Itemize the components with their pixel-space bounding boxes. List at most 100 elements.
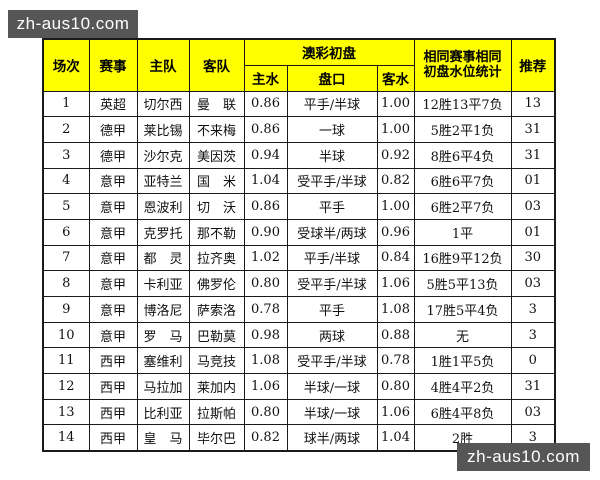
cell-handicap: 受平手/半球 (286, 270, 378, 297)
table-row: 14 西甲皇 马毕尔巴 0.82 球半/两球 1.04 2胜 3 (42, 424, 556, 452)
cell-recommendation: 3 (510, 296, 556, 323)
cell-home-water: 0.82 (243, 424, 288, 452)
header-home-water: 主水 (243, 64, 288, 92)
table-row: 7 意甲都 灵拉齐奥 1.02 平手/半球 0.84 16胜9平12负 30 (42, 244, 556, 272)
cell-match-no: 7 (42, 244, 90, 272)
cell-stats: 1胜1平5负 (413, 347, 512, 375)
cell-away-water: 0.88 (376, 321, 415, 349)
cell-recommendation: 13 (510, 90, 556, 118)
cell-league: 西甲 (88, 347, 138, 375)
cell-league: 英超 (88, 90, 138, 118)
cell-home-team: 皇 马 (136, 424, 190, 452)
table-row: 1 英超 切尔西曼 联 0.86 平手/半球 1.00 12胜13平7负 13 (42, 90, 556, 118)
cell-handicap: 两球 (286, 321, 378, 349)
cell-match-no: 14 (42, 424, 90, 452)
cell-stats: 8胜6平4负 (413, 141, 512, 169)
cell-away-water: 0.82 (376, 167, 415, 195)
cell-stats: 5胜2平1负 (413, 116, 512, 143)
cell-home-water: 1.02 (243, 244, 288, 272)
cell-league: 西甲 (88, 373, 138, 400)
cell-handicap: 平手 (286, 193, 378, 220)
table-row: 10 意甲罗 马巴勒莫 0.98 两球 0.88 无 3 (42, 321, 556, 349)
cell-handicap: 受球半/两球 (286, 218, 378, 246)
cell-recommendation: 03 (510, 398, 556, 426)
cell-away-water: 1.08 (376, 296, 415, 323)
cell-away-water: 1.06 (376, 398, 415, 426)
cell-league: 德甲 (88, 141, 138, 169)
cell-handicap: 平手 (286, 296, 378, 323)
cell-recommendation: 31 (510, 141, 556, 169)
cell-recommendation: 31 (510, 116, 556, 143)
cell-match-no: 12 (42, 373, 90, 400)
cell-away-team: 美因茨 (188, 141, 245, 169)
cell-league: 德甲 (88, 116, 138, 143)
header-recommendation: 推荐 (510, 38, 556, 92)
cell-home-water: 0.98 (243, 321, 288, 349)
cell-league: 西甲 (88, 424, 138, 452)
cell-away-water: 1.06 (376, 270, 415, 297)
cell-handicap: 半球/一球 (286, 398, 378, 426)
table-row: 4 意甲 亚特兰国 米 1.04 受平手/半球 0.82 6胜6平7负 01 (42, 167, 556, 195)
cell-home-water: 0.86 (243, 193, 288, 220)
cell-away-team: 曼 联 (188, 90, 245, 118)
header-away-water: 客水 (376, 64, 415, 92)
cell-away-team: 国 米 (188, 167, 245, 195)
cell-away-team: 毕尔巴 (188, 424, 245, 452)
cell-stats: 6胜2平7负 (413, 193, 512, 220)
cell-recommendation: 0 (510, 347, 556, 375)
cell-home-team: 沙尔克 (136, 141, 190, 169)
cell-handicap: 受平手/半球 (286, 167, 378, 195)
cell-league: 意甲 (88, 296, 138, 323)
cell-away-water: 0.78 (376, 347, 415, 375)
cell-home-team: 恩波利 (136, 193, 190, 220)
cell-league: 意甲 (88, 193, 138, 220)
cell-home-team: 切尔西 (136, 90, 190, 118)
cell-home-team: 塞维利 (136, 347, 190, 375)
cell-recommendation: 30 (510, 244, 556, 272)
table-row: 13 西甲 比利亚 拉斯帕 0.80 半球/一球 1.06 6胜4平8负 03 (42, 398, 556, 426)
header-stats-line2: 初盘水位统计 (423, 65, 502, 81)
cell-away-team: 拉齐奥 (188, 244, 245, 272)
odds-table: 场次 赛事 主队 客队 澳彩初盘 相同赛事相同 初盘水位统计 推荐 主水 盘口 … (42, 38, 556, 452)
cell-recommendation: 03 (510, 270, 556, 297)
cell-match-no: 10 (42, 321, 90, 349)
cell-away-water: 1.00 (376, 193, 415, 220)
cell-away-water: 0.92 (376, 141, 415, 169)
table-row: 12 西甲 马拉加 莱加内 1.06 半球/一球 0.80 4胜4平2负 31 (42, 373, 556, 400)
cell-away-team: 那不勒 (188, 218, 245, 246)
cell-recommendation: 31 (510, 373, 556, 400)
cell-league: 意甲 (88, 270, 138, 297)
odds-table-header: 场次 赛事 主队 客队 澳彩初盘 相同赛事相同 初盘水位统计 推荐 主水 盘口 … (42, 38, 556, 92)
cell-recommendation: 01 (510, 218, 556, 246)
cell-home-water: 1.06 (243, 373, 288, 400)
watermark-bottom: zh-aus10.com (457, 443, 590, 471)
cell-stats: 16胜9平12负 (413, 244, 512, 272)
header-league: 赛事 (88, 38, 138, 92)
cell-home-team: 克罗托 (136, 218, 190, 246)
cell-league: 意甲 (88, 244, 138, 272)
cell-away-team: 切 沃 (188, 193, 245, 220)
cell-home-team: 博洛尼 (136, 296, 190, 323)
cell-stats: 5胜5平13负 (413, 270, 512, 297)
cell-home-water: 0.80 (243, 398, 288, 426)
cell-home-team: 比利亚 (136, 398, 190, 426)
cell-home-water: 1.08 (243, 347, 288, 375)
header-handicap: 盘口 (286, 64, 378, 92)
table-row: 8 意甲 卡利亚 佛罗伦 0.80 受平手/半球 1.06 5胜5平13负 03 (42, 270, 556, 297)
cell-handicap: 半球/一球 (286, 373, 378, 400)
header-stats: 相同赛事相同 初盘水位统计 (413, 38, 512, 92)
header-away-team: 客队 (188, 38, 245, 92)
cell-match-no: 3 (42, 141, 90, 169)
cell-away-team: 拉斯帕 (188, 398, 245, 426)
cell-league: 意甲 (88, 167, 138, 195)
cell-stats: 6胜4平8负 (413, 398, 512, 426)
header-odds-group: 澳彩初盘 (243, 38, 415, 66)
watermark-top: zh-aus10.com (8, 10, 138, 38)
cell-recommendation: 3 (510, 321, 556, 349)
cell-match-no: 11 (42, 347, 90, 375)
cell-home-team: 亚特兰 (136, 167, 190, 195)
table-row: 11 西甲 塞维利 马竞技 1.08 受平手/半球 0.78 1胜1平5负 0 (42, 347, 556, 375)
cell-home-water: 0.94 (243, 141, 288, 169)
cell-handicap: 受平手/半球 (286, 347, 378, 375)
